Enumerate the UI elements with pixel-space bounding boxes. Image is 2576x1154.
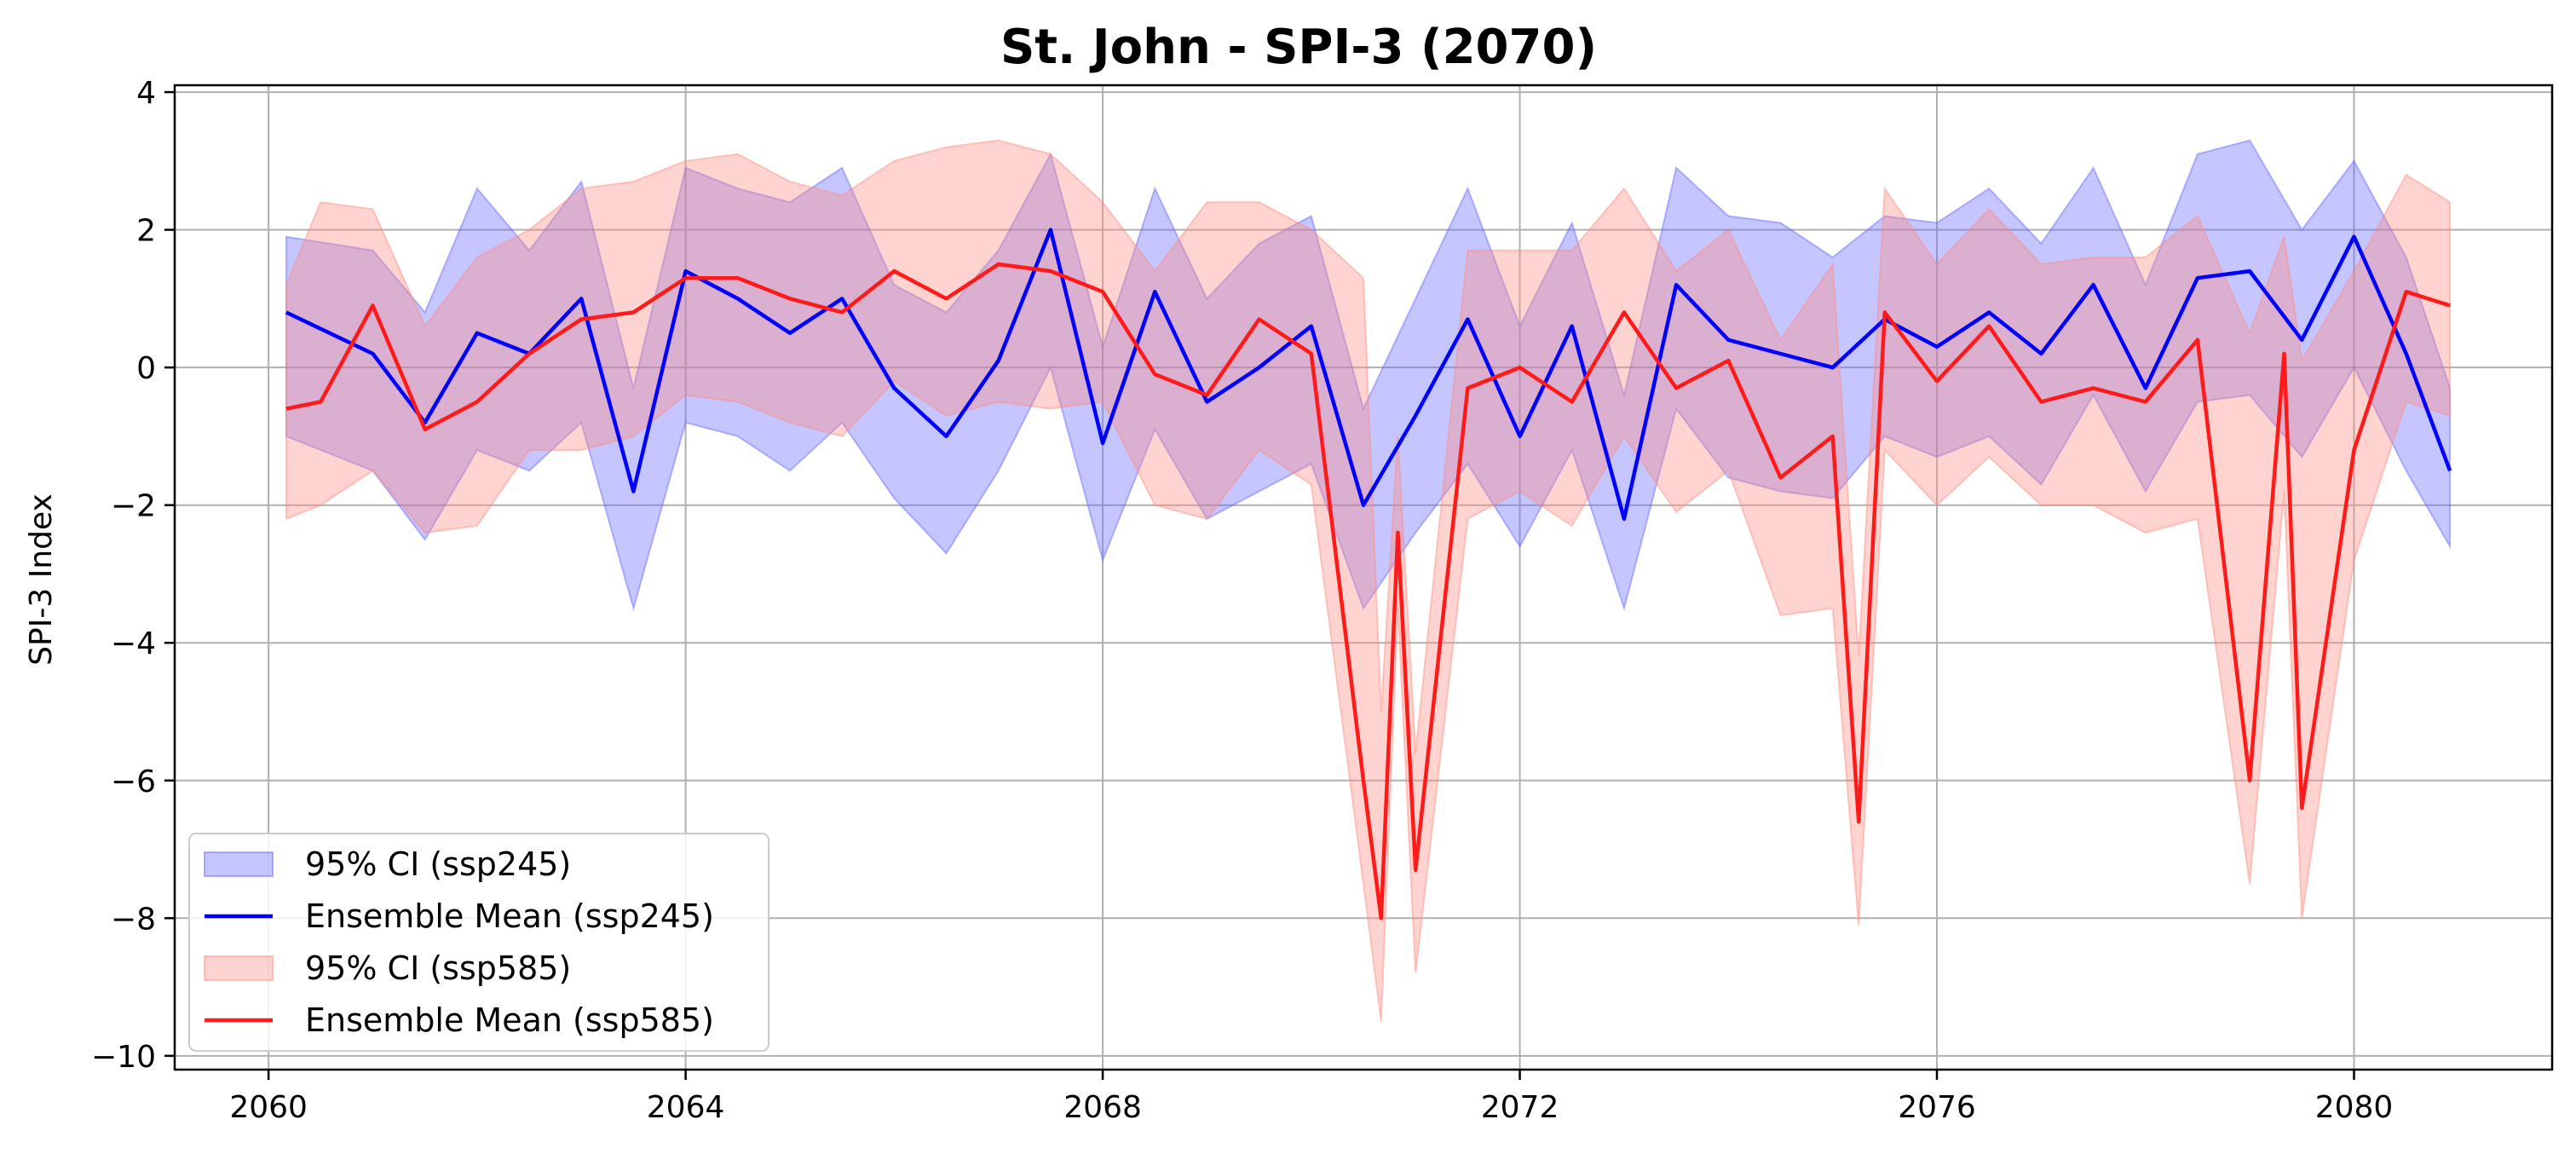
y-tick-label: −10: [91, 1040, 156, 1075]
series-group: [285, 139, 2452, 1022]
x-tick-label: 2076: [1898, 1090, 1976, 1125]
y-tick-label: −8: [111, 902, 156, 937]
x-tick-label: 2068: [1063, 1090, 1142, 1125]
plot-area: 2060 2064 2068 2072 2076 2080 4 2 0 −2 −4 −6 −8 −10: [91, 76, 2554, 1125]
legend-label: 95% CI (ssp245): [305, 845, 571, 883]
y-tick-label: −4: [111, 626, 156, 661]
y-axis-label: SPI-3 Index: [24, 493, 59, 666]
x-tick-label: 2064: [647, 1090, 725, 1125]
y-tick-label: −6: [111, 765, 156, 799]
legend: 95% CI (ssp245) Ensemble Mean (ssp245) 95%…: [188, 833, 769, 1052]
ci-band-ssp585: [285, 139, 2452, 1022]
ci-band-ssp245: [285, 139, 2452, 612]
y-tick-label: 0: [136, 351, 156, 386]
chart-title: St. John - SPI-3 (2070): [1000, 20, 1597, 75]
y-tick-label: 2: [136, 214, 156, 249]
legend-box: [188, 833, 769, 1052]
legend-label: Ensemble Mean (ssp585): [305, 1001, 714, 1039]
legend-swatch-ci: [204, 851, 274, 877]
mean-line-ssp245: [285, 228, 2452, 522]
y-tick-label: 4: [136, 76, 156, 111]
plot-frame: [173, 84, 2554, 1071]
legend-label: 95% CI (ssp585): [305, 949, 571, 987]
legend-swatch-ci: [204, 955, 274, 981]
mean-line-ssp585: [285, 262, 2451, 920]
x-tick-label: 2060: [229, 1090, 308, 1125]
x-tick-label: 2072: [1481, 1090, 1559, 1125]
x-tick-label: 2080: [2315, 1090, 2394, 1125]
legend-label: Ensemble Mean (ssp245): [305, 897, 714, 935]
y-tick-label: −2: [111, 489, 156, 524]
